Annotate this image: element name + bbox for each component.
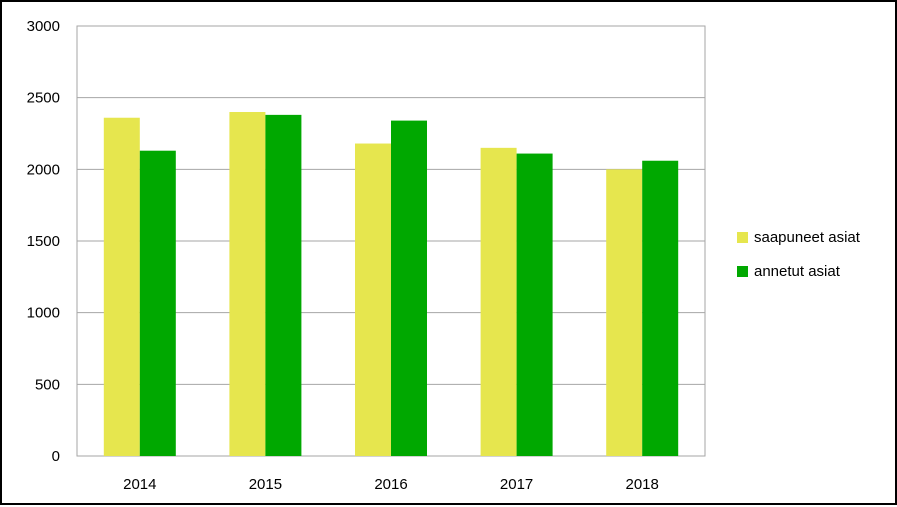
legend: saapuneet asiat annetut asiat [737,229,861,280]
bar-annetut-2018 [642,160,679,456]
x-tick-label: 2016 [374,476,407,493]
bar-saapuneet-2016 [355,143,391,457]
bar-saapuneet-2014 [103,117,140,456]
legend-label: saapuneet asiat [754,229,861,246]
x-axis-ticks: 2014 2015 2016 2017 2018 [123,476,659,493]
y-tick-label: 1500 [27,233,60,250]
y-axis-ticks: 0 500 1000 1500 2000 2500 3000 [27,18,60,465]
y-tick-label: 2500 [27,90,60,107]
x-tick-label: 2015 [249,476,282,493]
bar-saapuneet-2018 [606,169,643,457]
x-tick-label: 2018 [626,476,659,493]
x-tick-label: 2017 [500,476,533,493]
legend-swatch [737,232,748,243]
bar-saapuneet-2017 [480,147,517,457]
y-tick-label: 0 [52,448,60,465]
y-tick-label: 3000 [27,18,60,35]
y-tick-label: 500 [35,376,60,393]
bar-saapuneet-2015 [229,112,266,456]
x-tick-label: 2014 [123,476,156,493]
bar-annetut-2016 [391,120,427,456]
legend-swatch [737,266,748,277]
bar-annetut-2015 [265,114,302,456]
legend-label: annetut asiat [754,263,841,280]
y-tick-label: 1000 [27,305,60,322]
bar-annetut-2014 [139,150,176,456]
bars [103,112,679,457]
bar-annetut-2017 [516,153,553,457]
y-tick-label: 2000 [27,161,60,178]
